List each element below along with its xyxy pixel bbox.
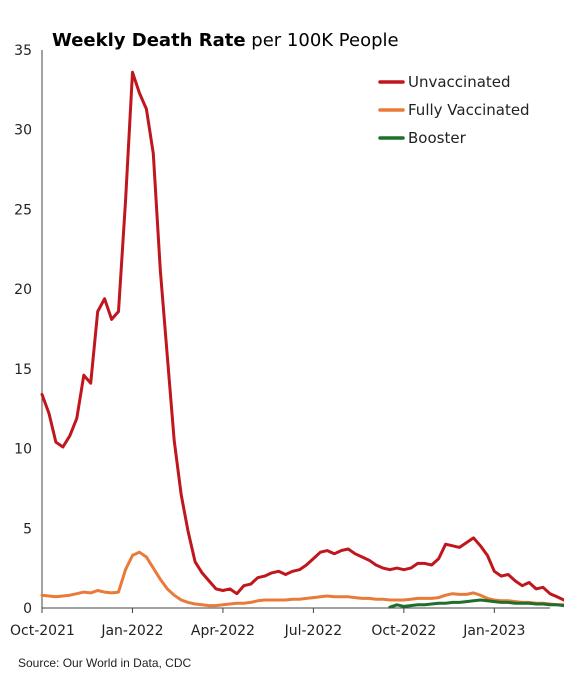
- legend-label: Unvaccinated: [408, 73, 511, 91]
- y-tick-label: 5: [23, 521, 32, 537]
- x-tick-label: Jan-2022: [100, 623, 163, 639]
- series-line-unvaccinated: [40, 70, 564, 602]
- y-tick-label: 10: [14, 442, 32, 458]
- x-tick-label: Oct-2022: [371, 623, 436, 639]
- y-tick-label: 35: [14, 43, 32, 59]
- y-tick-label: 25: [14, 202, 32, 218]
- source-note: Source: Our World in Data, CDC: [18, 656, 192, 670]
- x-axis-ticks: Oct-2021 Jan-2022 Apr-2022 Jul-2022 Oct-2022…: [10, 608, 525, 639]
- legend-label: Fully Vaccinated: [408, 101, 530, 119]
- y-axis-ticks: 0 5 10 15 20 25 30 35: [14, 43, 32, 617]
- series-lines: [40, 70, 564, 609]
- series-line-fully-vaccinated: [40, 550, 564, 608]
- y-tick-label: 20: [14, 282, 32, 298]
- series-line-booster: [388, 598, 564, 609]
- x-tick-label: Jan-2023: [462, 623, 525, 639]
- x-tick-label: Jul-2022: [284, 623, 343, 639]
- chart-title-rest: per 100K People: [246, 30, 399, 51]
- legend: Unvaccinated Fully Vaccinated Booster: [378, 73, 530, 147]
- x-tick-label: Apr-2022: [191, 623, 255, 639]
- chart-title: Weekly Death Rate per 100K People: [52, 30, 399, 51]
- y-tick-label: 0: [23, 601, 32, 617]
- x-tick-label: Oct-2021: [10, 623, 75, 639]
- y-tick-label: 15: [14, 362, 32, 378]
- y-tick-label: 30: [14, 123, 32, 139]
- chart-title-bold: Weekly Death Rate: [52, 30, 246, 51]
- legend-label: Booster: [408, 129, 467, 147]
